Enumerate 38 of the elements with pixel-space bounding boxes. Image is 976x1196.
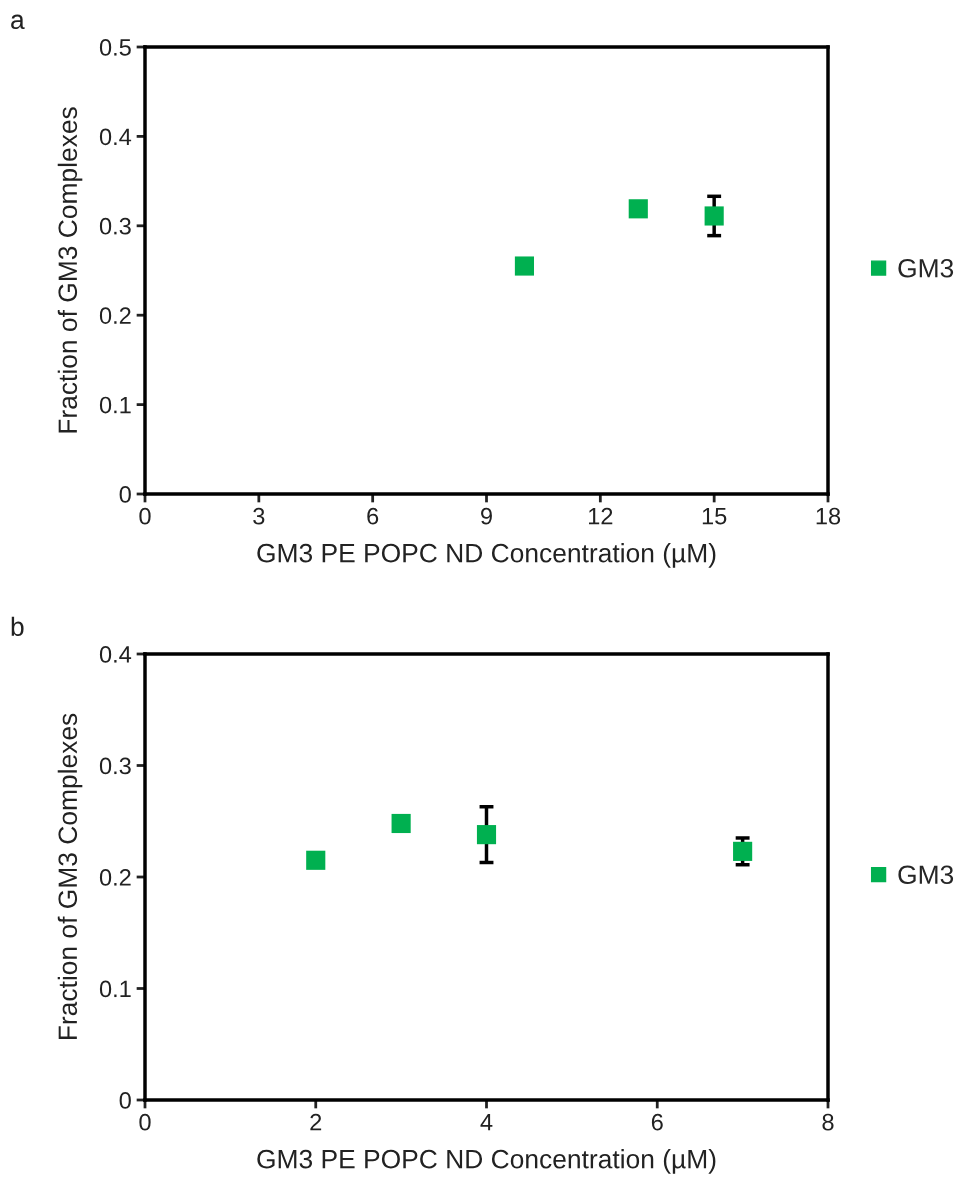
x-tick-label: 4	[480, 1114, 493, 1131]
x-tick-label: 9	[481, 507, 492, 525]
y-tick-label: 0	[119, 486, 131, 503]
x-tick-label: 12	[589, 507, 613, 525]
x-tick-label: 18	[816, 507, 841, 525]
point	[733, 841, 753, 861]
point	[628, 199, 648, 219]
y-tick-label: 0.2	[99, 869, 131, 886]
legend-label: GM3	[898, 258, 954, 278]
point	[704, 206, 724, 226]
point	[514, 256, 535, 276]
x-tick-label: 8	[822, 1113, 834, 1131]
point	[391, 813, 411, 834]
y-tick-label: 0	[119, 1092, 131, 1109]
y-tick-label: 0.4	[99, 646, 132, 663]
x-tick-label: 3	[253, 507, 265, 525]
x-tick-label: 6	[651, 1113, 663, 1131]
x-tick-label: 15	[702, 508, 727, 525]
y-tick-label: 0.1	[99, 396, 131, 414]
y-axis-title: Fraction of GM3 Complexes	[57, 107, 83, 433]
y-tick-label: 0.3	[99, 757, 131, 775]
legend-label: GM3	[898, 865, 954, 885]
x-tick-label: 0	[139, 507, 151, 525]
x-axis-title: GM3 PE POPC ND Concentration (µM)	[257, 1149, 716, 1174]
y-tick-label: 0.4	[99, 128, 132, 146]
text: b	[11, 616, 24, 637]
y-axis-title: Fraction of GM3 Complexes	[57, 713, 83, 1040]
y-tick-label: 0.1	[99, 980, 131, 998]
x-tick-label: 0	[139, 1113, 151, 1131]
point	[306, 850, 326, 870]
text: a	[11, 14, 25, 30]
y-tick-label: 0.2	[99, 307, 131, 324]
y-tick-label: 0.5	[99, 39, 131, 56]
point	[476, 825, 497, 845]
y-tick-label: 0.3	[99, 217, 131, 235]
x-axis-title: GM3 PE POPC ND Concentration (µM)	[257, 543, 716, 568]
x-tick-label: 2	[310, 1113, 322, 1131]
x-tick-label: 6	[367, 507, 379, 525]
